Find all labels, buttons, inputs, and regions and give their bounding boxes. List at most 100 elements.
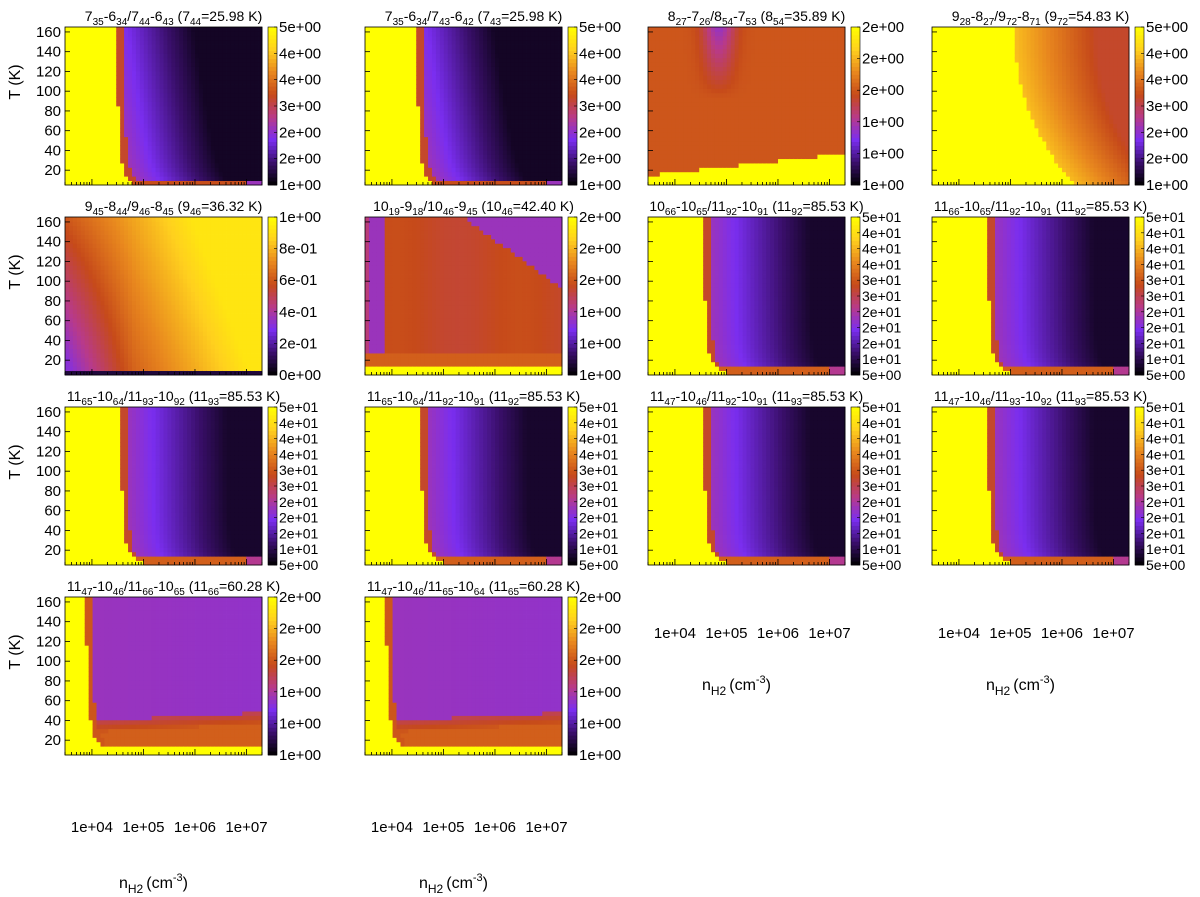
heatmap-cell [542, 88, 546, 93]
colorbar-swatch [568, 59, 577, 63]
heatmap-cell [144, 102, 148, 107]
heatmap-cell [120, 119, 124, 124]
heatmap-cell [195, 40, 199, 45]
heatmap-cell [120, 45, 124, 50]
heatmap-cell [735, 167, 739, 172]
heatmap-cell [707, 172, 711, 177]
heatmap-cell [727, 93, 731, 98]
heatmap-cell [223, 67, 227, 72]
heatmap-cell [554, 62, 558, 67]
heatmap-cell [132, 132, 136, 137]
heatmap-cell [167, 97, 171, 102]
heatmap-cell [393, 167, 397, 172]
heatmap-cell [707, 75, 711, 80]
colorbar-swatch [268, 74, 277, 78]
heatmap-cell [373, 97, 377, 102]
heatmap-cell [404, 159, 408, 164]
colorbar-swatch [268, 39, 277, 43]
heatmap-cell [487, 97, 491, 102]
heatmap-cell [695, 172, 699, 177]
heatmap-cell [132, 150, 136, 155]
heatmap-cell [758, 150, 762, 155]
heatmap-cell [743, 36, 747, 41]
heatmap-cell [758, 97, 762, 102]
heatmap-cell [211, 97, 215, 102]
heatmap-cell [739, 93, 743, 98]
heatmap-cell [207, 84, 211, 89]
heatmap-cell [507, 53, 511, 58]
heatmap-cell [81, 141, 85, 146]
heatmap-cell [534, 93, 538, 98]
heatmap-cell [124, 176, 128, 181]
heatmap-cell [440, 71, 444, 76]
heatmap-cell [672, 163, 676, 168]
heatmap-cell [219, 71, 223, 76]
heatmap-cell [656, 167, 660, 172]
heatmap-cell [385, 137, 389, 142]
heatmap-cell [381, 115, 385, 120]
heatmap-cell [246, 75, 250, 80]
heatmap-cell [100, 40, 104, 45]
heatmap-cell [160, 163, 164, 168]
heatmap-cell [495, 97, 499, 102]
heatmap-cell [108, 62, 112, 67]
heatmap-cell [727, 88, 731, 93]
heatmap-cell [156, 146, 160, 151]
heatmap-cell [234, 71, 238, 76]
heatmap-cell [404, 45, 408, 50]
heatmap-cell [428, 159, 432, 164]
heatmap-cell [483, 137, 487, 142]
heatmap-cell [754, 102, 758, 107]
heatmap-cell [230, 176, 234, 181]
heatmap-cell [85, 163, 89, 168]
heatmap-cell [112, 106, 116, 111]
heatmap-cell [81, 154, 85, 159]
heatmap-cell [683, 49, 687, 54]
heatmap-cell [499, 106, 503, 111]
heatmap-cell [711, 137, 715, 142]
heatmap-cell [707, 106, 711, 111]
heatmap-cell [747, 106, 751, 111]
heatmap-cell [424, 124, 428, 129]
heatmap-cell [534, 154, 538, 159]
heatmap-cell [175, 137, 179, 142]
heatmap-cell [234, 80, 238, 85]
heatmap-cell [400, 45, 404, 50]
heatmap-cell [199, 40, 203, 45]
heatmap-cell [230, 163, 234, 168]
heatmap-cell [373, 62, 377, 67]
heatmap-cell [672, 154, 676, 159]
heatmap-cell [523, 141, 527, 146]
heatmap-cell [519, 163, 523, 168]
heatmap-cell [381, 27, 385, 32]
heatmap-cell [550, 172, 554, 177]
heatmap-cell [660, 172, 664, 177]
heatmap-cell [519, 97, 523, 102]
heatmap-cell [195, 141, 199, 146]
heatmap-cell [448, 49, 452, 54]
heatmap-cell [156, 71, 160, 76]
heatmap-cell [546, 27, 550, 32]
heatmap-cell [475, 88, 479, 93]
heatmap-cell [687, 27, 691, 32]
heatmap-cell [676, 45, 680, 50]
heatmap-cell [120, 93, 124, 98]
heatmap-cell [471, 27, 475, 32]
heatmap-cell [219, 154, 223, 159]
heatmap-cell [160, 53, 164, 58]
heatmap-cell [491, 67, 495, 72]
heatmap-cell [412, 58, 416, 63]
heatmap-cell [687, 159, 691, 164]
heatmap-cell [538, 132, 542, 137]
heatmap-cell [534, 80, 538, 85]
heatmap-cell [750, 124, 754, 129]
heatmap-cell [727, 106, 731, 111]
heatmap-cell [440, 62, 444, 67]
heatmap-cell [171, 150, 175, 155]
heatmap-cell [230, 102, 234, 107]
heatmap-cell [77, 119, 81, 124]
heatmap-cell [648, 124, 652, 129]
heatmap-cell [242, 80, 246, 85]
heatmap-cell [487, 172, 491, 177]
colorbar-swatch [568, 126, 577, 130]
